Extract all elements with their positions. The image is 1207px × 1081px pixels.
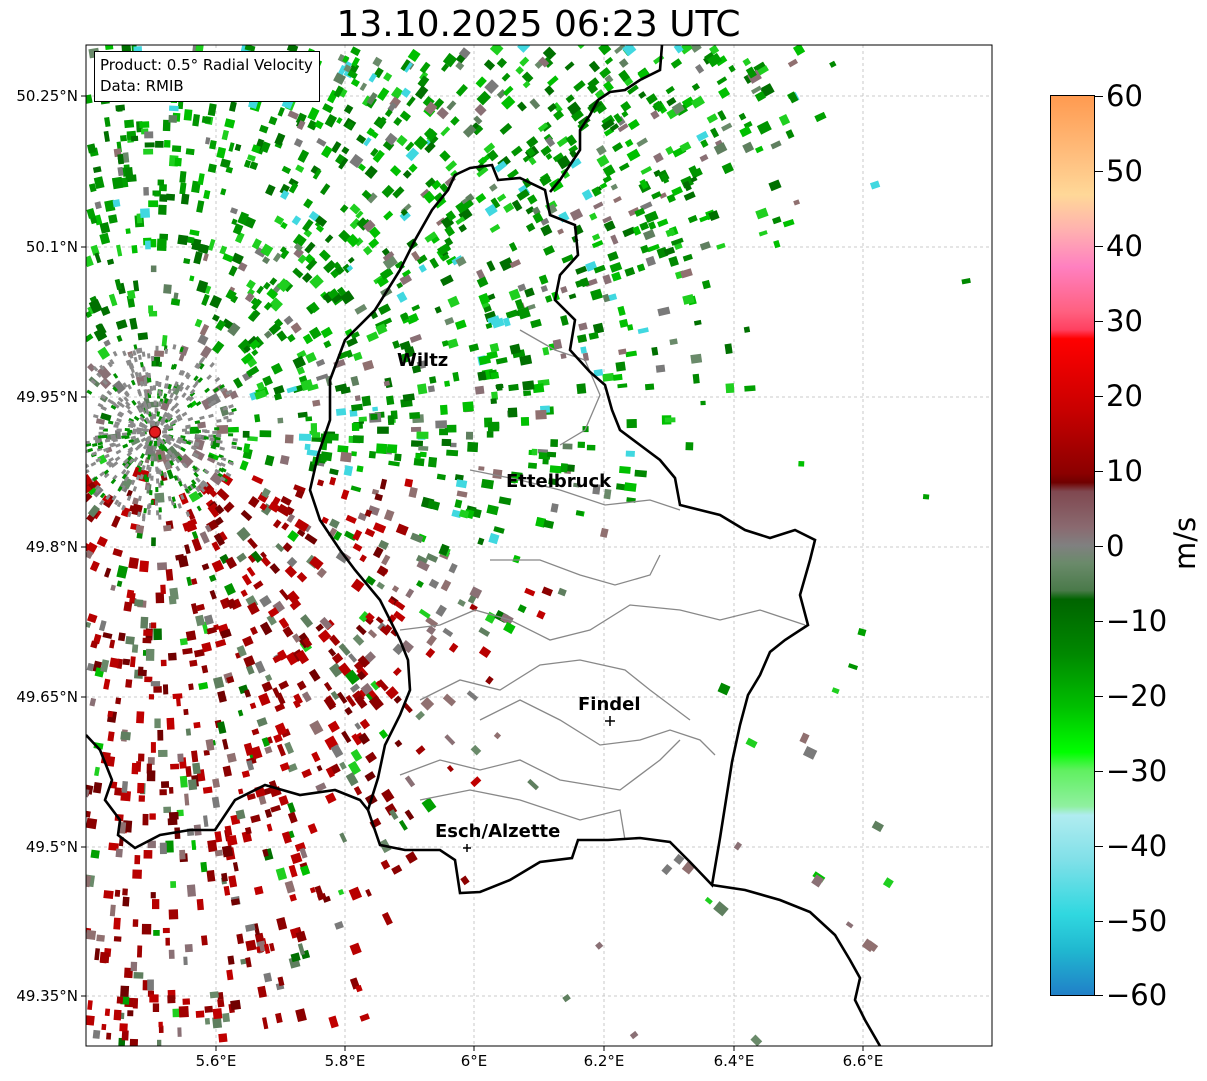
colorbar-label-minus40: −40	[1106, 829, 1168, 863]
colorbar-label-10: 10	[1106, 454, 1143, 488]
colorbar-unit: m/s	[1168, 516, 1202, 570]
colorbar-label-20: 20	[1106, 379, 1143, 413]
colorbar-label-50: 50	[1106, 154, 1143, 188]
product-text: Product: 0.5° Radial Velocity	[100, 56, 313, 74]
colorbar-label-0: 0	[1106, 529, 1125, 563]
lon-label-2: 5.8°E	[324, 1052, 366, 1070]
lat-label-3: 49.95°N	[16, 388, 78, 406]
lon-label-6: 6.6°E	[842, 1052, 884, 1070]
colorbar-label-minus20: −20	[1106, 679, 1168, 713]
lat-label-5: 49.65°N	[16, 688, 78, 706]
colorbar-label-40: 40	[1106, 229, 1143, 263]
axis-ticks	[81, 95, 864, 1051]
place-label-wiltz: Wiltz	[397, 350, 449, 371]
lon-label-4: 6.2°E	[583, 1052, 625, 1070]
canton-borders	[399, 329, 806, 841]
colorbar-label-60: 60	[1106, 79, 1143, 113]
country-border-west	[86, 734, 370, 850]
product-info-box: Product: 0.5° Radial Velocity Data: RMIB	[94, 51, 320, 102]
place-label-ettelbruck: Ettelbruck	[506, 471, 612, 492]
lat-label-1: 50.25°N	[16, 87, 78, 105]
map-title: 13.10.2025 06:23 UTC	[336, 4, 741, 45]
data-source-text: Data: RMIB	[100, 77, 184, 95]
map-frame	[86, 45, 992, 1046]
colorbar-label-minus60: −60	[1106, 978, 1168, 1012]
esch-marker	[463, 844, 471, 852]
lat-label-2: 50.1°N	[25, 238, 78, 256]
colorbar-label-30: 30	[1106, 304, 1143, 338]
place-label-findel: Findel	[578, 694, 641, 715]
place-label-esch: Esch/Alzette	[435, 821, 561, 842]
lon-label-3: 6°E	[460, 1052, 488, 1070]
lon-label-1: 5.6°E	[195, 1052, 237, 1070]
colorbar-label-minus30: −30	[1106, 754, 1168, 788]
radar-site-marker	[148, 425, 162, 439]
colorbar-label-minus10: −10	[1106, 604, 1168, 638]
country-border-luxembourg	[308, 163, 817, 895]
lat-label-4: 49.8°N	[25, 538, 78, 556]
colorbar-label-minus50: −50	[1106, 904, 1168, 938]
country-border-east	[549, 45, 882, 1046]
lat-label-7: 49.35°N	[16, 987, 78, 1005]
findel-marker	[605, 716, 615, 726]
lat-label-6: 49.5°N	[25, 838, 78, 856]
velocity-colorbar	[1050, 95, 1095, 996]
lon-label-5: 6.4°E	[713, 1052, 755, 1070]
